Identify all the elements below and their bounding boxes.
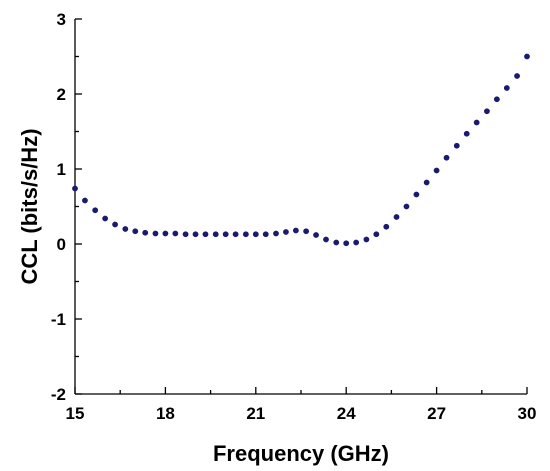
data-point (363, 236, 370, 243)
y-tick-label: -1 (51, 310, 66, 329)
data-point (383, 223, 390, 230)
data-point (262, 231, 269, 238)
data-point (403, 203, 410, 210)
data-point (443, 154, 450, 161)
data-point (423, 179, 430, 186)
data-point (182, 231, 189, 238)
data-point (82, 197, 88, 204)
data-point (122, 226, 129, 232)
axes (74, 19, 527, 395)
data-point (283, 229, 289, 235)
y-tick-label: 3 (57, 10, 66, 29)
y-tick-label: -2 (51, 385, 66, 404)
data-point (292, 227, 299, 234)
x-tick-label: 30 (518, 404, 537, 423)
x-tick-label: 15 (66, 404, 85, 423)
data-point (102, 215, 109, 222)
data-point (142, 229, 149, 236)
data-point (252, 231, 259, 238)
data-point (132, 228, 139, 235)
data-point (493, 96, 500, 103)
y-tick-label: 1 (57, 160, 66, 179)
data-point (313, 232, 319, 238)
data-point (473, 119, 480, 126)
data-point (453, 142, 460, 149)
data-point (353, 239, 360, 246)
data-point (323, 236, 329, 243)
y-tick-label: 0 (57, 235, 66, 254)
data-point (72, 185, 78, 192)
data-point (484, 108, 490, 115)
data-points (72, 53, 530, 247)
data-point (303, 228, 310, 235)
ticks (74, 18, 528, 395)
data-point (503, 85, 510, 91)
x-tick-label: 18 (156, 404, 175, 423)
data-point (433, 167, 440, 174)
data-point (202, 231, 209, 238)
data-point (333, 239, 340, 246)
data-point (413, 191, 420, 198)
x-tick-label: 27 (427, 404, 446, 423)
data-point (242, 231, 249, 238)
data-point (172, 230, 179, 237)
data-point (162, 230, 169, 237)
data-point (222, 231, 229, 238)
data-point (343, 240, 350, 247)
x-tick-label: 21 (246, 404, 265, 423)
x-tick-label: 24 (337, 404, 356, 423)
tick-labels: 15 18 21 24 27 30 -2 -1 0 1 2 3 (51, 10, 537, 423)
data-point (273, 230, 279, 237)
y-axis-label: CCL (bits/s/Hz) (17, 128, 42, 284)
data-point (92, 207, 99, 214)
data-point (373, 231, 380, 238)
data-point (192, 231, 199, 238)
y-tick-label: 2 (57, 85, 66, 104)
data-point (112, 221, 118, 228)
data-point (232, 231, 239, 238)
data-point (463, 130, 470, 137)
data-point (524, 53, 530, 60)
data-point (152, 230, 159, 237)
data-point (393, 214, 400, 220)
data-point (212, 231, 219, 238)
data-point (514, 73, 520, 79)
x-axis-label: Frequency (GHz) (213, 441, 389, 466)
